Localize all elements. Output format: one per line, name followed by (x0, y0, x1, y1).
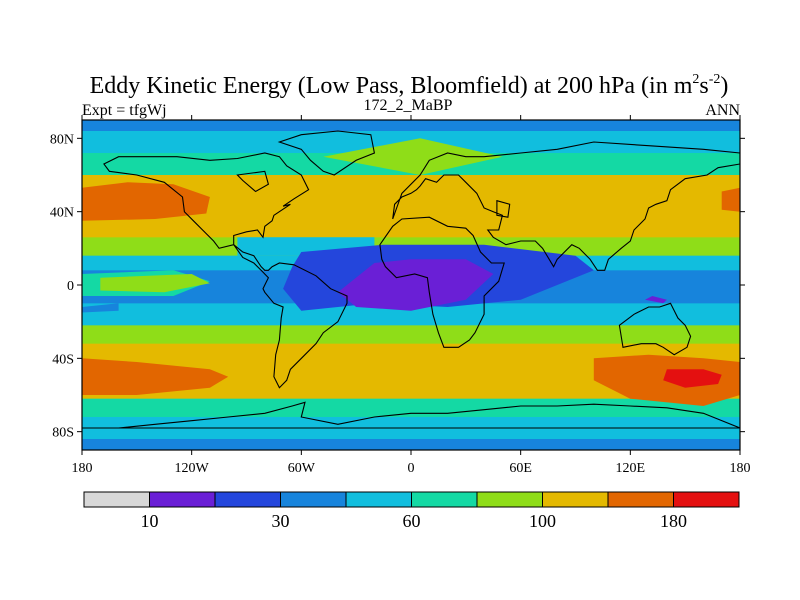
colorbar-swatch-0 (83, 491, 150, 508)
colorbar-swatch-9 (673, 491, 740, 508)
colorbar-swatch-8 (607, 491, 674, 508)
x-tick-label-6: 180 (730, 461, 751, 476)
case-label: 172_2_MaBP (364, 97, 453, 114)
contour-region-3 (337, 259, 494, 311)
contour-band-10 (82, 398, 740, 418)
contour-region-0 (323, 138, 503, 175)
x-tick-label-3: 0 (408, 461, 415, 476)
colorbar-swatch-7 (542, 491, 609, 508)
contour-region-12 (82, 303, 119, 313)
x-tick-label-0: 180 (72, 461, 93, 476)
coastline-africa (379, 216, 505, 348)
contour-region-7 (82, 182, 210, 221)
y-tick-label-3: 40S (52, 352, 74, 367)
contour-region-11 (663, 369, 722, 388)
colorbar-label-3: 100 (529, 511, 556, 531)
colorbar-swatch-6 (476, 491, 543, 508)
x-tick-label-5: 120E (616, 461, 646, 476)
x-tick-label-2: 60W (288, 461, 316, 476)
contour-band-7 (82, 303, 740, 326)
colorbar-label-0: 10 (141, 511, 159, 531)
y-tick-label-2: 0 (67, 279, 74, 294)
colorbar-swatch-3 (280, 491, 347, 508)
coastline-australia (618, 302, 692, 356)
y-tick-label-1: 40N (50, 206, 74, 221)
contour-band-12 (82, 439, 740, 450)
colorbar-swatch-4 (345, 491, 412, 508)
coastline-greenland (277, 130, 376, 176)
colorbar-label-4: 180 (660, 511, 687, 531)
coastline-hudson-bay (236, 170, 270, 193)
contour-band-0 (82, 120, 740, 132)
season-label: ANN (705, 102, 740, 119)
colorbar-swatch-2 (214, 491, 281, 508)
coastlines (82, 130, 740, 429)
contour-region-6 (100, 274, 210, 293)
contour-band-8 (82, 325, 740, 345)
contour-region-4 (645, 296, 667, 304)
chart-title: Eddy Kinetic Energy (Low Pass, Bloomfiel… (90, 72, 729, 99)
colorbar-swatch-1 (149, 491, 216, 508)
colorbar-swatch-5 (411, 491, 478, 508)
y-tick-label-0: 80N (50, 132, 74, 147)
contour-region-8 (721, 187, 740, 212)
x-tick-label-4: 60E (509, 461, 532, 476)
y-tick-label-4: 80S (52, 426, 74, 441)
contour-region-9 (82, 358, 229, 395)
colorbar-label-1: 30 (272, 511, 290, 531)
coastline-central-south-america (233, 244, 348, 389)
axis-ticks: 180 120W 60W 0 60E 120E 180 80N 40N 0 40S 80S (50, 115, 751, 476)
colorbar-label-2: 60 (403, 511, 421, 531)
coastline-antarctica (82, 401, 740, 429)
colorbar: 10 30 60 100 180 (83, 491, 740, 531)
contour-fill (82, 120, 740, 450)
x-tick-label-1: 120W (175, 461, 210, 476)
coastline-north-america (103, 152, 310, 249)
coastline-caspian-sea (496, 199, 511, 218)
experiment-label: Expt = tfgWj (82, 102, 167, 119)
coastline-eurasia (392, 141, 740, 271)
